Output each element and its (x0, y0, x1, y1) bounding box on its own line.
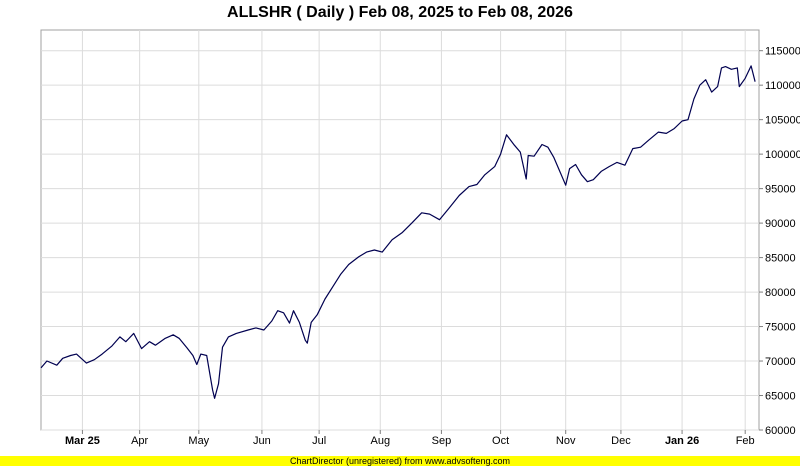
x-tick-label: Feb (736, 435, 755, 447)
x-tick-label: Aug (370, 435, 390, 447)
y-tick-label: 110000 (765, 80, 800, 92)
y-tick-label: 70000 (765, 356, 796, 368)
x-axis: Mar 25 Apr May Jun Jul Aug Sep Oct Nov Dec Jan 26 F… (65, 430, 755, 447)
y-tick-label: 80000 (765, 287, 796, 299)
y-tick-label: 115000 (765, 46, 800, 58)
y-tick-label: 100000 (765, 149, 800, 161)
y-tick-label: 105000 (765, 115, 800, 127)
x-tick-label: Dec (611, 435, 631, 447)
y-tick-label: 65000 (765, 391, 796, 403)
y-tick-label: 95000 (765, 184, 796, 196)
chart-title: ALLSHR ( Daily ) Feb 08, 2025 to Feb 08,… (227, 4, 573, 21)
x-tick-label: Sep (432, 435, 452, 447)
y-tick-label: 85000 (765, 253, 796, 265)
x-tick-label: Oct (492, 435, 509, 447)
x-tick-label: Jun (253, 435, 271, 447)
chart-area: 60000 65000 70000 75000 80000 85000 90000 95000… (40, 29, 800, 447)
grid-lines (41, 30, 759, 431)
x-tick-label: Jul (312, 435, 326, 447)
x-tick-label: Jan 26 (665, 435, 699, 447)
footer-bar (0, 456, 800, 466)
x-tick-label: Apr (131, 435, 148, 447)
y-axis: 60000 65000 70000 75000 80000 85000 90000 95000… (759, 46, 800, 437)
x-tick-label: Mar 25 (65, 435, 100, 447)
footer-text: ChartDirector (unregistered) from www.ad… (289, 456, 511, 466)
x-tick-label: May (188, 435, 209, 447)
plot-background (40, 29, 760, 431)
y-tick-label: 90000 (765, 218, 796, 230)
y-tick-label: 75000 (765, 322, 796, 334)
y-tick-label: 60000 (765, 425, 796, 437)
x-tick-label: Nov (556, 435, 576, 447)
series-line (40, 65, 756, 399)
